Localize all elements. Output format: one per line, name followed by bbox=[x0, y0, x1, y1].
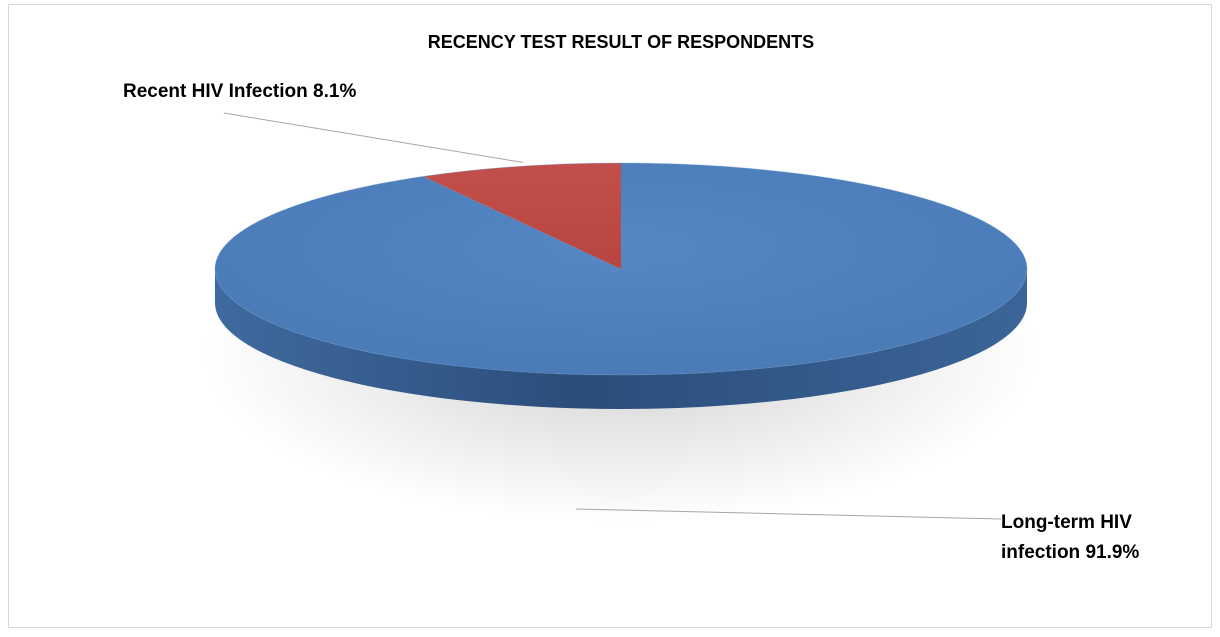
pie-rim bbox=[214, 162, 1028, 376]
label-recent: Recent HIV Infection 8.1% bbox=[123, 81, 356, 102]
pie-side-wall bbox=[215, 269, 1027, 409]
leader-line-recent bbox=[223, 112, 523, 163]
label-long-term: Long-term HIV infection 91.9% bbox=[1001, 512, 1139, 563]
leader-line-long-term bbox=[575, 508, 1002, 520]
pie-slices bbox=[214, 162, 1028, 409]
pie-slice-long-term bbox=[214, 163, 1027, 376]
pie-slice-recent bbox=[423, 163, 621, 269]
chart-title: RECENCY TEST RESULT OF RESPONDENTS bbox=[428, 32, 814, 52]
slice-labels: Recent HIV Infection 8.1% Long-term HIV in… bbox=[123, 81, 1139, 563]
chart-frame: RECENCY TEST RESULT OF RESPONDENTS Recen… bbox=[8, 4, 1212, 628]
